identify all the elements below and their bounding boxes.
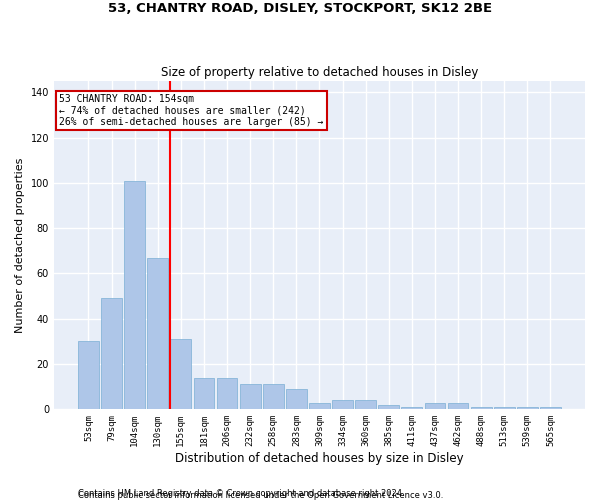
Bar (494, 407, 515, 410)
Bar (78, 342, 99, 409)
Bar (540, 407, 561, 410)
Bar (286, 389, 307, 409)
Bar (217, 378, 238, 410)
Bar (170, 339, 191, 409)
Bar (401, 407, 422, 410)
Bar (471, 407, 491, 410)
Bar (124, 180, 145, 410)
X-axis label: Distribution of detached houses by size in Disley: Distribution of detached houses by size … (175, 452, 464, 465)
Bar (309, 402, 330, 409)
Text: Contains HM Land Registry data © Crown copyright and database right 2024.: Contains HM Land Registry data © Crown c… (78, 488, 404, 498)
Text: 53 CHANTRY ROAD: 154sqm
← 74% of detached houses are smaller (242)
26% of semi-d: 53 CHANTRY ROAD: 154sqm ← 74% of detache… (59, 94, 323, 128)
Bar (517, 407, 538, 410)
Bar (379, 405, 399, 409)
Bar (240, 384, 260, 409)
Bar (355, 400, 376, 409)
Bar (425, 402, 445, 409)
Text: 53, CHANTRY ROAD, DISLEY, STOCKPORT, SK12 2BE: 53, CHANTRY ROAD, DISLEY, STOCKPORT, SK1… (108, 2, 492, 16)
Bar (332, 400, 353, 409)
Bar (194, 378, 214, 410)
Text: Contains public sector information licensed under the Open Government Licence v3: Contains public sector information licen… (78, 491, 443, 500)
Bar (263, 384, 284, 409)
Title: Size of property relative to detached houses in Disley: Size of property relative to detached ho… (161, 66, 478, 78)
Y-axis label: Number of detached properties: Number of detached properties (15, 158, 25, 333)
Bar (101, 298, 122, 410)
Bar (148, 258, 168, 410)
Bar (448, 402, 469, 409)
